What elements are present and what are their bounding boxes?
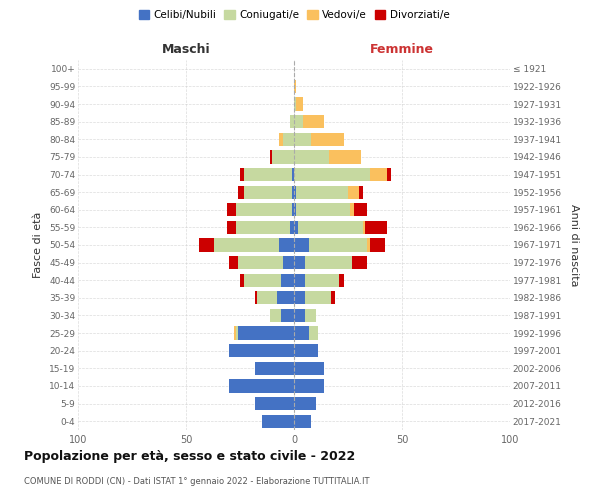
Bar (296, 203, 350, 216)
Bar (359, 186, 363, 198)
Bar (294, 98, 296, 110)
Text: Maschi: Maschi (161, 44, 211, 57)
Bar (281, 274, 294, 287)
Bar (309, 238, 367, 252)
Text: Popolazione per età, sesso e stato civile - 2022: Popolazione per età, sesso e stato civil… (24, 450, 355, 463)
Bar (257, 291, 277, 304)
Bar (294, 274, 305, 287)
Bar (255, 362, 294, 375)
Bar (348, 186, 359, 198)
Bar (290, 221, 294, 234)
Bar (292, 186, 294, 198)
Bar (294, 344, 318, 358)
Bar (296, 98, 302, 110)
Bar (294, 203, 296, 216)
Bar (294, 80, 296, 93)
Bar (294, 309, 305, 322)
Bar (365, 221, 387, 234)
Bar (238, 256, 283, 269)
Y-axis label: Fasce di età: Fasce di età (34, 212, 43, 278)
Bar (229, 380, 294, 392)
Bar (244, 168, 292, 181)
Bar (305, 256, 352, 269)
Bar (294, 186, 296, 198)
Bar (294, 132, 311, 146)
Text: COMUNE DI RODDI (CN) - Dati ISTAT 1° gennaio 2022 - Elaborazione TUTTITALIA.IT: COMUNE DI RODDI (CN) - Dati ISTAT 1° gen… (24, 478, 370, 486)
Bar (236, 203, 292, 216)
Bar (298, 221, 363, 234)
Bar (227, 221, 236, 234)
Bar (311, 132, 344, 146)
Bar (296, 186, 348, 198)
Bar (294, 362, 324, 375)
Bar (229, 344, 294, 358)
Bar (329, 150, 361, 164)
Bar (236, 326, 238, 340)
Bar (214, 238, 279, 252)
Legend: Celibi/Nubili, Coniugati/e, Vedovi/e, Divorziati/e: Celibi/Nubili, Coniugati/e, Vedovi/e, Di… (134, 6, 454, 25)
Bar (272, 150, 294, 164)
Bar (350, 203, 355, 216)
Bar (294, 397, 316, 410)
Bar (255, 291, 257, 304)
Bar (294, 238, 309, 252)
Bar (238, 326, 294, 340)
Bar (262, 414, 294, 428)
Bar (370, 238, 385, 252)
Bar (238, 186, 244, 198)
Bar (290, 115, 294, 128)
Bar (363, 221, 365, 234)
Bar (270, 309, 281, 322)
Bar (199, 238, 214, 252)
Bar (236, 221, 290, 234)
Bar (244, 274, 281, 287)
Bar (355, 203, 367, 216)
Y-axis label: Anni di nascita: Anni di nascita (569, 204, 578, 286)
Bar (294, 256, 305, 269)
Bar (292, 168, 294, 181)
Bar (294, 380, 324, 392)
Bar (283, 132, 294, 146)
Bar (370, 168, 387, 181)
Bar (294, 221, 298, 234)
Bar (281, 309, 294, 322)
Bar (294, 168, 370, 181)
Bar (294, 414, 311, 428)
Bar (294, 326, 309, 340)
Bar (277, 291, 294, 304)
Bar (305, 274, 340, 287)
Bar (387, 168, 391, 181)
Bar (240, 274, 244, 287)
Bar (294, 150, 329, 164)
Bar (352, 256, 367, 269)
Bar (302, 115, 324, 128)
Bar (340, 274, 344, 287)
Bar (255, 397, 294, 410)
Bar (279, 238, 294, 252)
Bar (305, 309, 316, 322)
Bar (292, 203, 294, 216)
Bar (244, 186, 292, 198)
Bar (294, 115, 302, 128)
Text: Femmine: Femmine (370, 44, 434, 57)
Bar (309, 326, 318, 340)
Bar (279, 132, 283, 146)
Bar (367, 238, 370, 252)
Bar (283, 256, 294, 269)
Bar (233, 326, 236, 340)
Bar (270, 150, 272, 164)
Bar (331, 291, 335, 304)
Bar (305, 291, 331, 304)
Bar (227, 203, 236, 216)
Bar (229, 256, 238, 269)
Bar (294, 291, 305, 304)
Bar (240, 168, 244, 181)
